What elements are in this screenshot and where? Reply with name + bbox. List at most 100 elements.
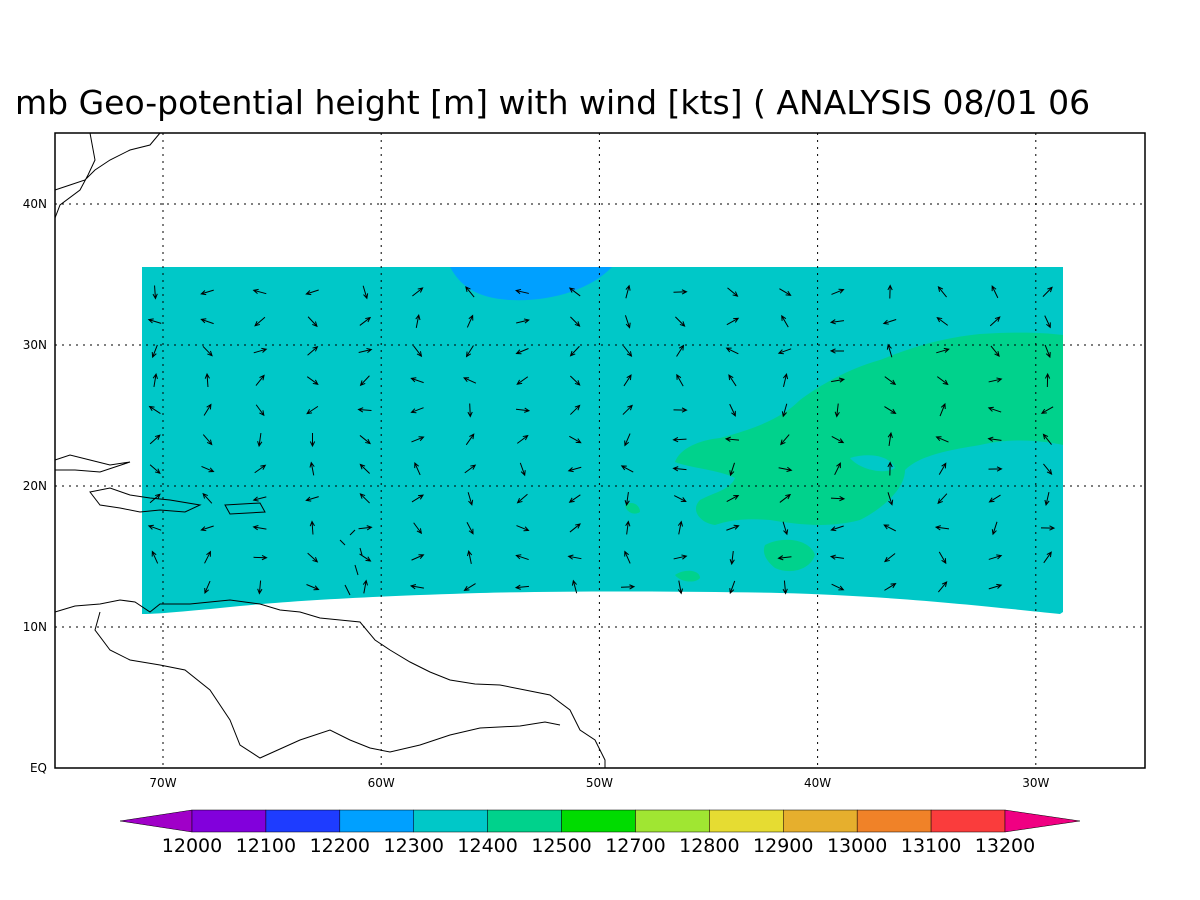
wind-arrow <box>516 318 530 324</box>
wind-arrow <box>571 579 578 594</box>
wind-arrow <box>779 493 792 503</box>
field <box>142 267 1063 614</box>
wind-arrow <box>570 316 581 327</box>
wind-arrow <box>257 580 263 595</box>
wind-arrow <box>152 372 158 387</box>
wind-arrow <box>729 550 735 566</box>
wind-arrow <box>991 521 998 536</box>
wind-arrow <box>829 554 845 560</box>
wind-arrow <box>411 436 425 443</box>
wind-arrow <box>359 493 370 504</box>
wind-arrow <box>778 466 793 473</box>
wind-arrow <box>307 316 318 328</box>
colorbar-label: 12300 <box>384 835 444 857</box>
colorbar: 12000 12100 12200 12300 12400 12500 12700 12800… <box>119 809 1081 857</box>
wind-arrow <box>151 550 159 564</box>
wind-arrow <box>887 284 893 299</box>
wind-arrow <box>938 551 947 565</box>
wind-arrow <box>515 407 531 413</box>
wind-arrow <box>253 554 268 561</box>
wind-arrow <box>147 318 162 324</box>
wind-arrow <box>988 466 1003 472</box>
wind-arrow <box>934 525 950 531</box>
wind-arrow <box>988 494 1001 503</box>
wind-arrow <box>991 285 999 299</box>
wind-arrow <box>357 407 372 413</box>
wind-arrow <box>1042 433 1052 445</box>
wind-arrow <box>782 580 788 595</box>
wind-arrow <box>514 584 530 590</box>
wind-arrow <box>465 286 475 298</box>
wind-arrow <box>937 581 948 593</box>
wind-arrow <box>673 495 687 503</box>
wind-arrow <box>200 318 214 325</box>
wind-arrow <box>359 463 371 474</box>
wind-arrow <box>1044 492 1050 506</box>
colorbar-box <box>265 809 341 833</box>
wind-arrow <box>937 286 947 298</box>
wind-arrow <box>782 373 789 387</box>
wind-arrow <box>834 462 841 476</box>
wind-arrow <box>203 403 212 416</box>
wind-arrow <box>252 525 267 531</box>
wind-arrow <box>307 552 319 563</box>
colorbar-box <box>856 809 932 833</box>
wind-arrow <box>724 436 740 442</box>
wind-arrow <box>777 348 792 355</box>
wind-arrow <box>466 522 474 535</box>
wind-arrow <box>1043 463 1053 475</box>
wind-arrow <box>620 584 636 590</box>
lat-label: 30N <box>23 338 47 352</box>
wind-arrow <box>884 406 897 414</box>
wind-arrow <box>516 525 530 532</box>
wind-arrow <box>255 404 265 417</box>
wind-arrow <box>990 345 1000 357</box>
colorbar-box <box>191 809 267 833</box>
wind-arrow <box>463 377 477 384</box>
wind-arrow <box>309 520 315 535</box>
wind-arrow <box>729 462 735 477</box>
coastline <box>89 487 202 513</box>
colorbar-box <box>413 809 488 833</box>
wind-arrow <box>467 403 473 418</box>
wind-arrow <box>623 345 633 358</box>
wind-arrow <box>466 550 473 564</box>
wind-arrow <box>622 404 633 415</box>
wind-arrow <box>305 289 319 296</box>
colorbar-box <box>487 809 562 833</box>
wind-arrow <box>570 404 581 415</box>
shaded-region <box>675 332 1063 525</box>
wind-arrow <box>675 316 686 327</box>
wind-arrow <box>569 345 580 357</box>
wind-arrow <box>887 492 894 506</box>
lat-label: 10N <box>23 620 47 634</box>
wind-arrow <box>884 583 897 591</box>
wind-arrow <box>411 494 425 503</box>
wind-arrow <box>939 402 946 417</box>
colorbar-label: 12000 <box>162 835 222 857</box>
wind-arrow <box>831 377 846 383</box>
wind-arrow <box>358 347 373 354</box>
wind-arrow <box>306 376 319 385</box>
wind-arrow <box>362 579 368 594</box>
wind-arrow <box>726 524 740 531</box>
wind-arrow <box>515 288 529 295</box>
wind-arrow <box>255 374 265 386</box>
wind-arrow <box>152 285 158 300</box>
colorbar-box <box>930 809 1006 833</box>
wind-arrow <box>988 377 1003 383</box>
wind-arrow <box>463 583 476 591</box>
wind-arrow <box>519 462 526 477</box>
wind-arrow <box>936 347 950 354</box>
lon-label: 60W <box>368 776 395 790</box>
wind-arrow <box>410 407 424 414</box>
map-title: mb Geo-potential height [m] with wind [k… <box>15 83 1090 122</box>
shaded-region <box>763 539 815 572</box>
wind-arrow <box>204 580 211 595</box>
wind-arrow <box>728 374 737 387</box>
wind-arrow <box>567 466 582 473</box>
wind-arrow <box>729 403 736 417</box>
wind-arrow <box>306 405 319 415</box>
wind-arrow <box>358 525 373 531</box>
wind-arrow <box>202 492 213 504</box>
